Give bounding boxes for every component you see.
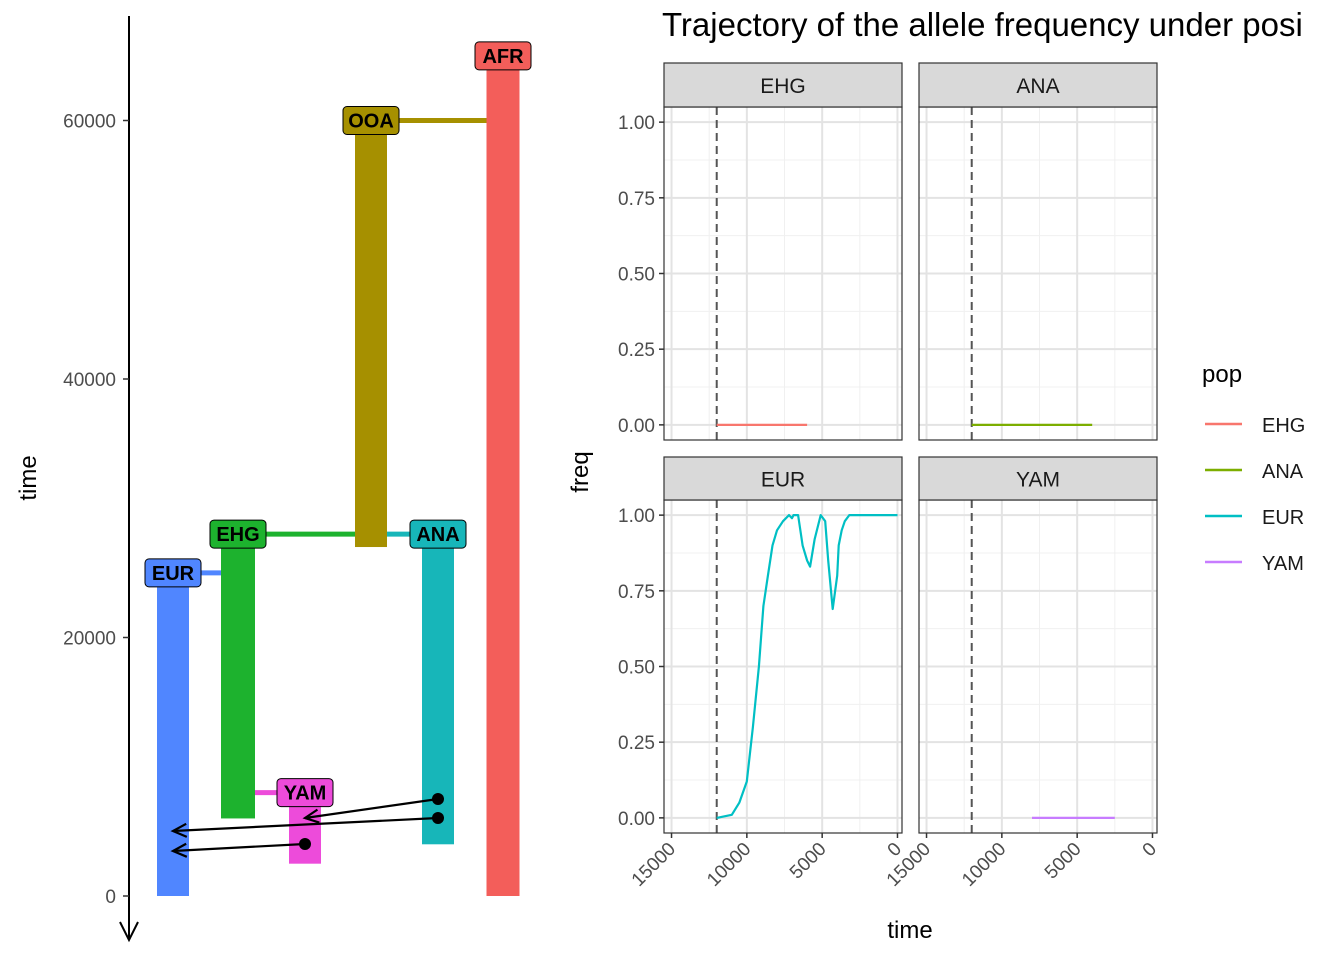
- y-tick-label: 1.00: [618, 113, 655, 134]
- y-tick-label: 0.75: [618, 582, 655, 603]
- population-tree: 0 20000 40000 60000 time AFR OOA EHG ANA EUR YAM: [15, 16, 532, 943]
- strip-background: [918, 456, 1158, 501]
- legend-label-yam: YAM: [1262, 553, 1304, 575]
- population-bar-afr: [486, 55, 520, 896]
- population-label-afr: AFR: [482, 46, 524, 68]
- y-tick-label: 1.00: [618, 506, 655, 527]
- time-axis-title: time: [15, 455, 42, 500]
- time-axis-tick-label: 0: [105, 887, 116, 908]
- population-bar-ooa: [355, 120, 387, 548]
- gene-flow-line: [304, 797, 439, 820]
- y-tick-label: 0.75: [618, 189, 655, 210]
- population-label-yam: YAM: [284, 783, 327, 805]
- population-label-ana: ANA: [416, 524, 459, 546]
- series-line-eur: [716, 513, 898, 819]
- strip-background: [663, 456, 903, 501]
- population-label-ooa: OOA: [348, 111, 394, 133]
- facet-ehg: EHG 0.00 0.25 0.50 0.75 1.00: [618, 62, 903, 441]
- legend-title: pop: [1202, 361, 1242, 388]
- y-tick-label: 0.50: [618, 265, 655, 286]
- y-axis-title: freq: [567, 451, 594, 492]
- gene-flow-source-dot: [432, 793, 444, 805]
- x-axis-title: time: [887, 917, 932, 944]
- time-axis-arrow: [119, 921, 139, 943]
- gene-flow-line: [172, 816, 439, 833]
- facet-ana: ANA: [918, 62, 1158, 441]
- legend-label-ana: ANA: [1262, 461, 1304, 483]
- legend-label-eur: EUR: [1262, 507, 1304, 529]
- population-label-box: [342, 106, 400, 135]
- time-axis-tick-label: 60000: [63, 112, 116, 133]
- population-label-box: [144, 558, 202, 588]
- population-label-box: [209, 519, 267, 549]
- population-bar-eur: [157, 572, 189, 896]
- population-label-ehg: EHG: [216, 524, 259, 546]
- y-tick-label: 0.00: [618, 809, 655, 830]
- time-axis-tick-label: 20000: [63, 629, 116, 650]
- facet-grid: EHG 0.00 0.25 0.50 0.75 1.00 ANA EUR 0.00 0.25 0.5…: [567, 62, 1161, 944]
- legend-label-ehg: EHG: [1262, 415, 1305, 437]
- x-tick-label: 15000: [628, 839, 680, 891]
- strip-label: ANA: [1016, 75, 1059, 98]
- population-label-box: [474, 41, 532, 71]
- strip-label: YAM: [1016, 469, 1060, 492]
- gene-flow-source-dot: [432, 812, 444, 824]
- gene-flow-arrowhead: [170, 842, 188, 858]
- x-tick-label: 0: [1139, 839, 1161, 861]
- strip-background: [663, 62, 903, 108]
- strip-label: EUR: [761, 469, 805, 492]
- x-tick-label: 5000: [1041, 839, 1086, 884]
- x-tick-label: 10000: [703, 839, 755, 891]
- y-tick-label: 0.25: [618, 340, 655, 361]
- x-tick-label: 5000: [786, 839, 831, 884]
- gene-flow-arrowhead: [302, 808, 320, 824]
- population-bar-ehg: [221, 534, 255, 819]
- population-label-eur: EUR: [152, 563, 195, 585]
- strip-label: EHG: [760, 75, 806, 98]
- gene-flow-arrowhead: [170, 822, 188, 838]
- time-axis-tick-label: 40000: [63, 370, 116, 391]
- y-tick-label: 0.50: [618, 658, 655, 679]
- population-label-box: [276, 778, 334, 808]
- population-label-box: [409, 519, 467, 549]
- gene-flow-line: [172, 842, 306, 853]
- chart-title: Trajectory of the allele frequency under…: [662, 6, 1303, 43]
- gene-flow-source-dot: [299, 838, 311, 850]
- y-tick-label: 0.25: [618, 733, 655, 754]
- y-tick-label: 0.00: [618, 416, 655, 437]
- x-tick-label: 10000: [958, 839, 1010, 891]
- population-bar-ana: [422, 534, 454, 845]
- strip-background: [918, 62, 1158, 108]
- legend: pop EHG ANA EUR YAM: [1202, 361, 1305, 575]
